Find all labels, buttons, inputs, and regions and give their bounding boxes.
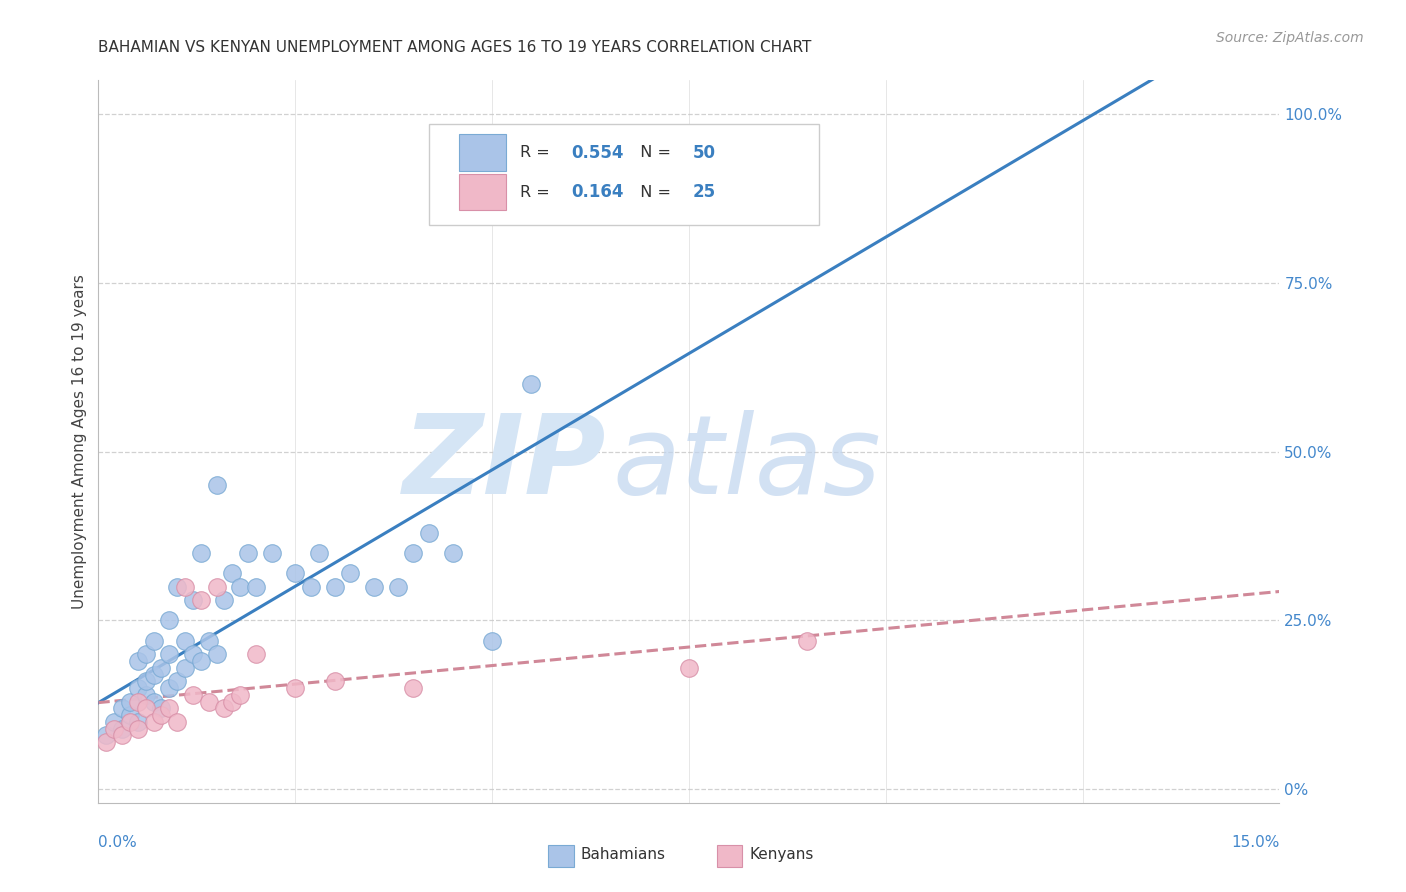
Text: 25: 25 xyxy=(693,183,716,202)
Point xyxy=(205,647,228,661)
Point xyxy=(174,633,197,648)
Point xyxy=(245,580,267,594)
Point xyxy=(127,694,149,708)
Point xyxy=(174,661,197,675)
Point xyxy=(157,701,180,715)
Point xyxy=(118,694,141,708)
Point xyxy=(118,708,141,723)
Point xyxy=(150,701,173,715)
Text: ZIP: ZIP xyxy=(402,409,606,516)
Text: N =: N = xyxy=(630,185,676,200)
Point xyxy=(135,688,157,702)
Point xyxy=(197,633,219,648)
Point xyxy=(142,714,165,729)
FancyBboxPatch shape xyxy=(458,174,506,211)
Text: N =: N = xyxy=(630,145,676,160)
Point xyxy=(174,580,197,594)
Point xyxy=(181,688,204,702)
Point xyxy=(245,647,267,661)
Point xyxy=(157,681,180,695)
Point xyxy=(796,633,818,648)
Text: 50: 50 xyxy=(693,144,716,161)
Text: 0.554: 0.554 xyxy=(571,144,623,161)
Text: BAHAMIAN VS KENYAN UNEMPLOYMENT AMONG AGES 16 TO 19 YEARS CORRELATION CHART: BAHAMIAN VS KENYAN UNEMPLOYMENT AMONG AG… xyxy=(98,40,811,55)
Text: Kenyans: Kenyans xyxy=(749,847,814,862)
Point xyxy=(221,694,243,708)
Text: R =: R = xyxy=(520,185,555,200)
Text: 0.0%: 0.0% xyxy=(98,835,138,850)
Point xyxy=(103,714,125,729)
Point xyxy=(166,674,188,689)
Point xyxy=(190,546,212,560)
Point xyxy=(111,722,134,736)
Point xyxy=(260,546,283,560)
Text: 0.164: 0.164 xyxy=(571,183,623,202)
Point xyxy=(111,701,134,715)
Point xyxy=(418,525,440,540)
FancyBboxPatch shape xyxy=(458,135,506,170)
Point xyxy=(135,674,157,689)
Text: atlas: atlas xyxy=(612,409,880,516)
Point xyxy=(166,580,188,594)
Point xyxy=(127,654,149,668)
Point xyxy=(127,714,149,729)
Point xyxy=(142,694,165,708)
FancyBboxPatch shape xyxy=(429,124,818,225)
Point xyxy=(157,614,180,628)
Point xyxy=(96,735,118,749)
Point xyxy=(181,647,204,661)
Point xyxy=(118,714,141,729)
Text: 15.0%: 15.0% xyxy=(1232,835,1279,850)
Point xyxy=(190,593,212,607)
Point xyxy=(284,681,307,695)
Point xyxy=(135,647,157,661)
Point xyxy=(135,701,157,715)
Y-axis label: Unemployment Among Ages 16 to 19 years: Unemployment Among Ages 16 to 19 years xyxy=(72,274,87,609)
Point xyxy=(214,701,236,715)
Point xyxy=(481,633,503,648)
Point xyxy=(205,478,228,492)
Point xyxy=(157,647,180,661)
Point xyxy=(111,728,134,742)
Point xyxy=(339,566,361,581)
Point xyxy=(190,654,212,668)
Point xyxy=(236,546,259,560)
Point xyxy=(205,580,228,594)
Point xyxy=(323,580,346,594)
Point xyxy=(284,566,307,581)
Point xyxy=(323,674,346,689)
Point xyxy=(363,580,385,594)
Point xyxy=(229,688,252,702)
Point xyxy=(308,546,330,560)
Point xyxy=(127,681,149,695)
Point xyxy=(402,546,425,560)
Point xyxy=(756,208,779,222)
Point xyxy=(402,681,425,695)
Point xyxy=(387,580,409,594)
Point xyxy=(103,722,125,736)
Point xyxy=(520,377,543,392)
Point xyxy=(197,694,219,708)
Point xyxy=(214,593,236,607)
Point xyxy=(299,580,322,594)
Point xyxy=(678,661,700,675)
Point xyxy=(166,714,188,729)
Point xyxy=(441,546,464,560)
Point xyxy=(150,661,173,675)
Point xyxy=(142,667,165,681)
Point xyxy=(229,580,252,594)
Point xyxy=(142,633,165,648)
Point xyxy=(96,728,118,742)
Point xyxy=(127,722,149,736)
Text: Bahamians: Bahamians xyxy=(581,847,665,862)
Text: Source: ZipAtlas.com: Source: ZipAtlas.com xyxy=(1216,31,1364,45)
Point xyxy=(150,708,173,723)
Point xyxy=(181,593,204,607)
Text: R =: R = xyxy=(520,145,555,160)
Point xyxy=(221,566,243,581)
